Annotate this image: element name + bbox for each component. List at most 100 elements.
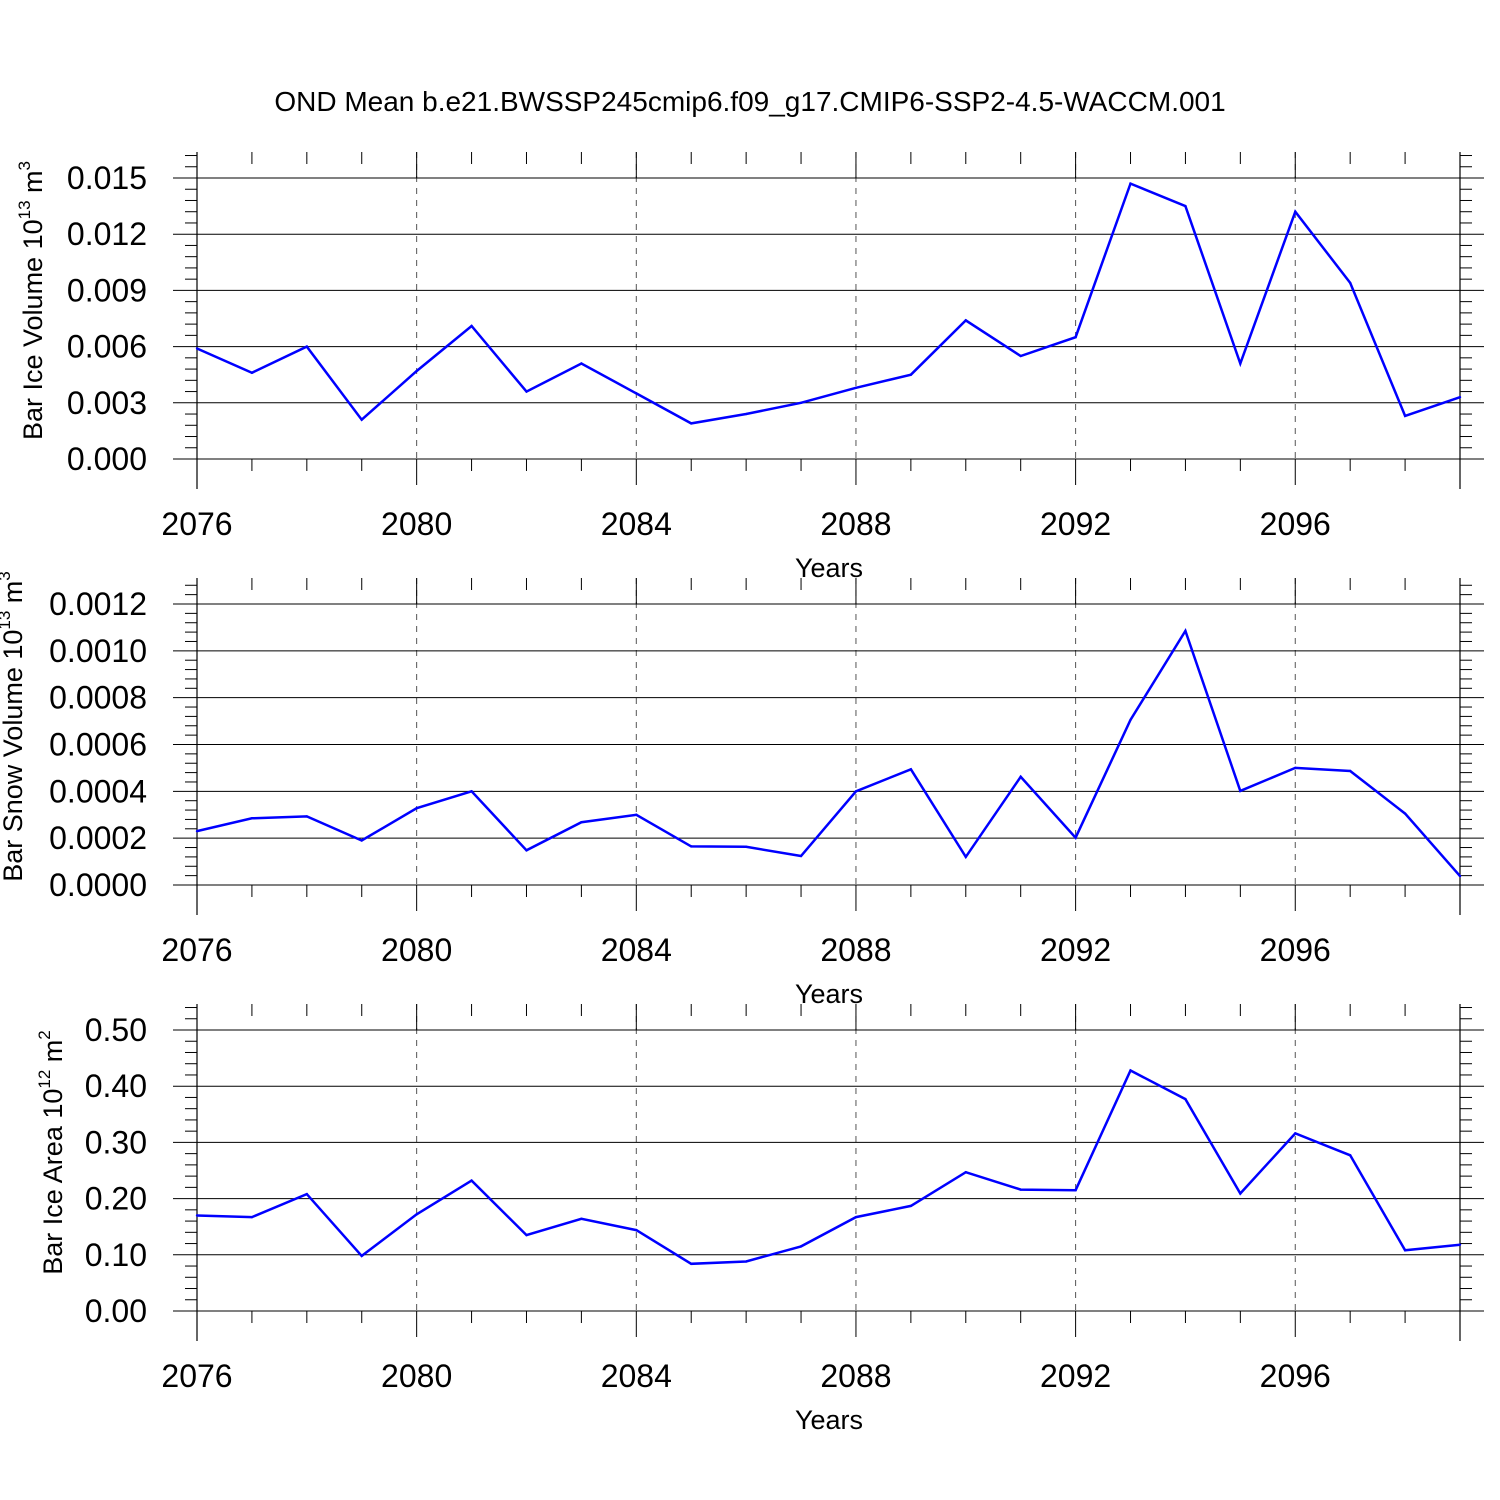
data-point	[195, 829, 199, 833]
panel-2: 0.0000 0.0002 0.0004 0.0006 0.0008 0.0010 0.00…	[0, 571, 1484, 1009]
data-point	[250, 817, 254, 820]
data-point	[1184, 204, 1187, 208]
data-point	[195, 1214, 199, 1217]
data-point	[415, 369, 418, 373]
data-point	[360, 839, 363, 842]
x-axis-label: Years	[795, 553, 863, 583]
x-tick-label: 2092	[1040, 506, 1111, 542]
data-point	[964, 855, 967, 859]
data-point	[1348, 769, 1352, 773]
data-point	[470, 790, 473, 793]
y-tick-label: 0.012	[67, 216, 147, 252]
series-line	[196, 627, 1461, 877]
data-point	[1129, 718, 1132, 722]
x-tick-label: 2096	[1260, 506, 1331, 542]
data-point	[250, 371, 254, 375]
x-tick-label: 2080	[381, 932, 452, 968]
data-point	[1019, 1188, 1022, 1191]
data-point	[690, 1262, 693, 1265]
data-point	[1294, 1132, 1297, 1135]
data-point	[1074, 336, 1077, 339]
data-point	[635, 1228, 638, 1232]
data-point	[360, 1254, 363, 1258]
data-point	[799, 1245, 803, 1248]
data-point	[854, 790, 858, 793]
data-point	[580, 1217, 583, 1221]
data-point	[909, 373, 913, 376]
y-tick-label: 0.0012	[49, 586, 147, 622]
data-point	[470, 324, 473, 328]
data-point	[1458, 395, 1462, 399]
x-tick-label: 2092	[1040, 932, 1111, 968]
data-point	[1403, 414, 1407, 418]
y-tick-label: 0.0010	[49, 633, 147, 669]
y-tick-label: 0.20	[85, 1181, 147, 1217]
data-point	[1239, 362, 1242, 365]
y-tick-label: 0.009	[67, 272, 147, 308]
x-tick-label: 2076	[161, 506, 232, 542]
data-point	[964, 1170, 967, 1174]
y-tick-label: 0.0002	[49, 820, 147, 856]
data-point	[525, 390, 528, 393]
chart-title: OND Mean b.e21.BWSSP245cmip6.f09_g17.CMI…	[274, 86, 1226, 117]
y-tick-label: 0.0000	[49, 867, 147, 903]
data-point	[415, 1213, 418, 1216]
y-tick-label: 0.30	[85, 1124, 147, 1160]
x-tick-label: 2076	[161, 932, 232, 968]
data-point	[744, 412, 748, 416]
y-tick-label: 0.003	[67, 385, 147, 421]
x-tick-label: 2084	[601, 932, 672, 968]
data-point	[854, 1215, 858, 1219]
data-point	[1184, 1097, 1187, 1101]
data-point	[1019, 354, 1022, 358]
y-tick-label: 0.10	[85, 1237, 147, 1273]
data-point	[1074, 1188, 1077, 1192]
data-point	[305, 815, 309, 818]
data-point	[305, 1192, 309, 1196]
data-point	[744, 1260, 748, 1263]
data-point	[1019, 775, 1022, 779]
x-tick-label: 2084	[601, 1358, 672, 1394]
data-point	[195, 347, 199, 350]
x-tick-label: 2076	[161, 1358, 232, 1394]
data-point	[1348, 281, 1352, 285]
y-tick-label: 0.006	[67, 329, 147, 365]
x-tick-label: 2096	[1260, 1358, 1331, 1394]
data-point	[1074, 836, 1077, 839]
data-point	[909, 768, 913, 771]
data-point	[525, 1233, 528, 1237]
data-point	[250, 1215, 254, 1219]
y-tick-label: 0.0006	[49, 727, 147, 763]
data-point	[525, 849, 528, 852]
series-line	[196, 181, 1461, 425]
data-point	[1403, 1249, 1407, 1252]
y-tick-label: 0.000	[67, 441, 147, 477]
y-tick-label: 0.40	[85, 1068, 147, 1104]
data-point	[1403, 812, 1407, 815]
panel-1: 0.000 0.003 0.006 0.009 0.012 0.015 2076 2080 20…	[15, 152, 1484, 583]
x-tick-label: 2088	[820, 1358, 891, 1394]
x-tick-label: 2096	[1260, 932, 1331, 968]
data-point	[1458, 874, 1462, 878]
data-point	[690, 422, 693, 425]
x-tick-label: 2080	[381, 506, 452, 542]
data-point	[1129, 182, 1132, 185]
x-tick-label: 2092	[1040, 1358, 1111, 1394]
data-point	[690, 845, 693, 848]
panel-3: 0.00 0.10 0.20 0.30 0.40 0.50 2076 2080 2084 2088…	[35, 1004, 1484, 1435]
series-line	[196, 1068, 1461, 1266]
data-point	[1129, 1069, 1132, 1072]
data-point	[1294, 766, 1297, 770]
x-tick-label: 2084	[601, 506, 672, 542]
data-point	[1239, 1192, 1242, 1195]
data-point	[1294, 210, 1297, 213]
data-point	[854, 386, 858, 390]
data-point	[964, 319, 967, 322]
data-point	[1239, 789, 1242, 793]
data-point	[635, 392, 638, 395]
data-point	[415, 806, 418, 810]
data-point	[635, 813, 638, 816]
data-point	[580, 821, 583, 824]
data-point	[1348, 1154, 1352, 1157]
data-point	[1184, 629, 1187, 633]
